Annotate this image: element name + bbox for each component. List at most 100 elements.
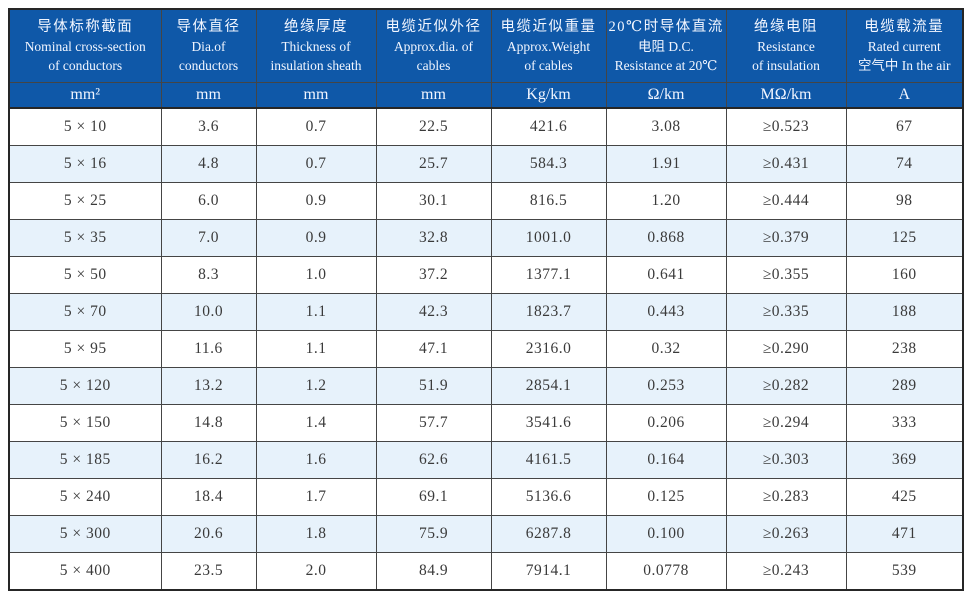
column-header: 绝缘电阻 Resistance of insulation — [725, 8, 847, 83]
cell: 5 × 400 — [8, 552, 162, 591]
cell: 1.8 — [255, 515, 377, 553]
cell: 1.20 — [605, 182, 727, 220]
cell: ≥0.444 — [725, 182, 847, 220]
cell: 369 — [845, 441, 964, 479]
header-title-row: 导体标称截面 Nominal cross-section of conductors… — [8, 8, 964, 83]
cell: 421.6 — [490, 107, 607, 146]
cell: 16.2 — [160, 441, 257, 479]
table-row: 5 × 185 16.2 1.6 62.6 4161.5 0.164 ≥0.303 369 — [8, 441, 964, 479]
table-row: 5 × 10 3.6 0.7 22.5 421.6 3.08 ≥0.523 67 — [8, 107, 964, 146]
column-header-en: Thickness of — [281, 39, 351, 55]
column-header-en: of insulation — [752, 58, 820, 74]
cell: 0.32 — [605, 330, 727, 368]
cell: ≥0.283 — [725, 478, 847, 516]
cell: 8.3 — [160, 256, 257, 294]
table-row: 5 × 95 11.6 1.1 47.1 2316.0 0.32 ≥0.290 238 — [8, 330, 964, 368]
cell: 1.6 — [255, 441, 377, 479]
cell: 37.2 — [375, 256, 492, 294]
column-header-en: Resistance — [757, 39, 815, 55]
cell: 3541.6 — [490, 404, 607, 442]
cell: 5 × 70 — [8, 293, 162, 331]
unit-cell: A — [845, 82, 964, 109]
cell: 0.443 — [605, 293, 727, 331]
column-header-en: Approx.Weight — [506, 39, 591, 55]
table-row: 5 × 16 4.8 0.7 25.7 584.3 1.91 ≥0.431 74 — [8, 145, 964, 183]
cell: 125 — [845, 219, 964, 257]
cell: 6287.8 — [490, 515, 607, 553]
column-header-zh: 20℃时导体直流 — [608, 18, 724, 35]
column-header: 导体直径 Dia.of conductors — [160, 8, 257, 83]
table-row: 5 × 50 8.3 1.0 37.2 1377.1 0.641 ≥0.355 160 — [8, 256, 964, 294]
cell: 188 — [845, 293, 964, 331]
column-header: 电缆载流量 Rated current 空气中 In the air — [845, 8, 964, 83]
cell: 22.5 — [375, 107, 492, 146]
cell: 0.7 — [255, 107, 377, 146]
cell: ≥0.290 — [725, 330, 847, 368]
cell: 0.641 — [605, 256, 727, 294]
cell: 1.7 — [255, 478, 377, 516]
cell: 5 × 50 — [8, 256, 162, 294]
unit-cell: mm² — [8, 82, 162, 109]
cell: 1.2 — [255, 367, 377, 405]
unit-cell: Ω/km — [605, 82, 727, 109]
cell: 5 × 95 — [8, 330, 162, 368]
column-header-en: of cables — [524, 58, 573, 74]
column-header-en: Dia.of — [191, 39, 226, 55]
column-header: 导体标称截面 Nominal cross-section of conductors — [8, 8, 162, 83]
cell: ≥0.431 — [725, 145, 847, 183]
cell: 5 × 25 — [8, 182, 162, 220]
cell: 5136.6 — [490, 478, 607, 516]
cell: 4.8 — [160, 145, 257, 183]
cell: 20.6 — [160, 515, 257, 553]
cell: 2.0 — [255, 552, 377, 591]
cell: 539 — [845, 552, 964, 591]
cell: 1.91 — [605, 145, 727, 183]
table-row: 5 × 150 14.8 1.4 57.7 3541.6 0.206 ≥0.294 333 — [8, 404, 964, 442]
cell: 0.125 — [605, 478, 727, 516]
cell: 84.9 — [375, 552, 492, 591]
cell: ≥0.523 — [725, 107, 847, 146]
column-header-zh: 电缆近似外径 — [385, 18, 482, 35]
column-header-zh: 电缆近似重量 — [500, 18, 597, 35]
column-header-en: of conductors — [48, 58, 123, 74]
cell: 289 — [845, 367, 964, 405]
cell: 2316.0 — [490, 330, 607, 368]
cell: ≥0.379 — [725, 219, 847, 257]
column-header-en: conductors — [178, 58, 239, 74]
cell: ≥0.355 — [725, 256, 847, 294]
cell: 11.6 — [160, 330, 257, 368]
cell: 67 — [845, 107, 964, 146]
cell: 62.6 — [375, 441, 492, 479]
table-row: 5 × 400 23.5 2.0 84.9 7914.1 0.0778 ≥0.243 539 — [8, 552, 964, 591]
cell: 584.3 — [490, 145, 607, 183]
cable-spec-table: 导体标称截面 Nominal cross-section of conductors… — [8, 8, 964, 591]
cell: 14.8 — [160, 404, 257, 442]
cell: ≥0.335 — [725, 293, 847, 331]
cell: 1.1 — [255, 293, 377, 331]
cell: 6.0 — [160, 182, 257, 220]
cell: 10.0 — [160, 293, 257, 331]
cell: 7914.1 — [490, 552, 607, 591]
column-header: 电缆近似重量 Approx.Weight of cables — [490, 8, 607, 83]
cell: ≥0.243 — [725, 552, 847, 591]
cell: 5 × 300 — [8, 515, 162, 553]
cell: 98 — [845, 182, 964, 220]
cell: 333 — [845, 404, 964, 442]
column-header-zh: 导体直径 — [176, 18, 241, 35]
table-header: 导体标称截面 Nominal cross-section of conductors… — [8, 8, 964, 109]
cell: 51.9 — [375, 367, 492, 405]
column-header-zh: 绝缘厚度 — [284, 18, 348, 35]
cell: 30.1 — [375, 182, 492, 220]
cell: 5 × 120 — [8, 367, 162, 405]
cell: 5 × 185 — [8, 441, 162, 479]
cell: 5 × 16 — [8, 145, 162, 183]
cell: 1.0 — [255, 256, 377, 294]
column-header-en: Approx.dia. of — [393, 39, 474, 55]
column-header-zh: 电缆载流量 — [864, 18, 945, 35]
column-header-zh: 导体标称截面 — [37, 18, 134, 35]
cell: 1.1 — [255, 330, 377, 368]
cell: 25.7 — [375, 145, 492, 183]
cell: ≥0.303 — [725, 441, 847, 479]
cell: 75.9 — [375, 515, 492, 553]
column-header: 20℃时导体直流 电阻 D.C. Resistance at 20℃ — [605, 8, 727, 83]
